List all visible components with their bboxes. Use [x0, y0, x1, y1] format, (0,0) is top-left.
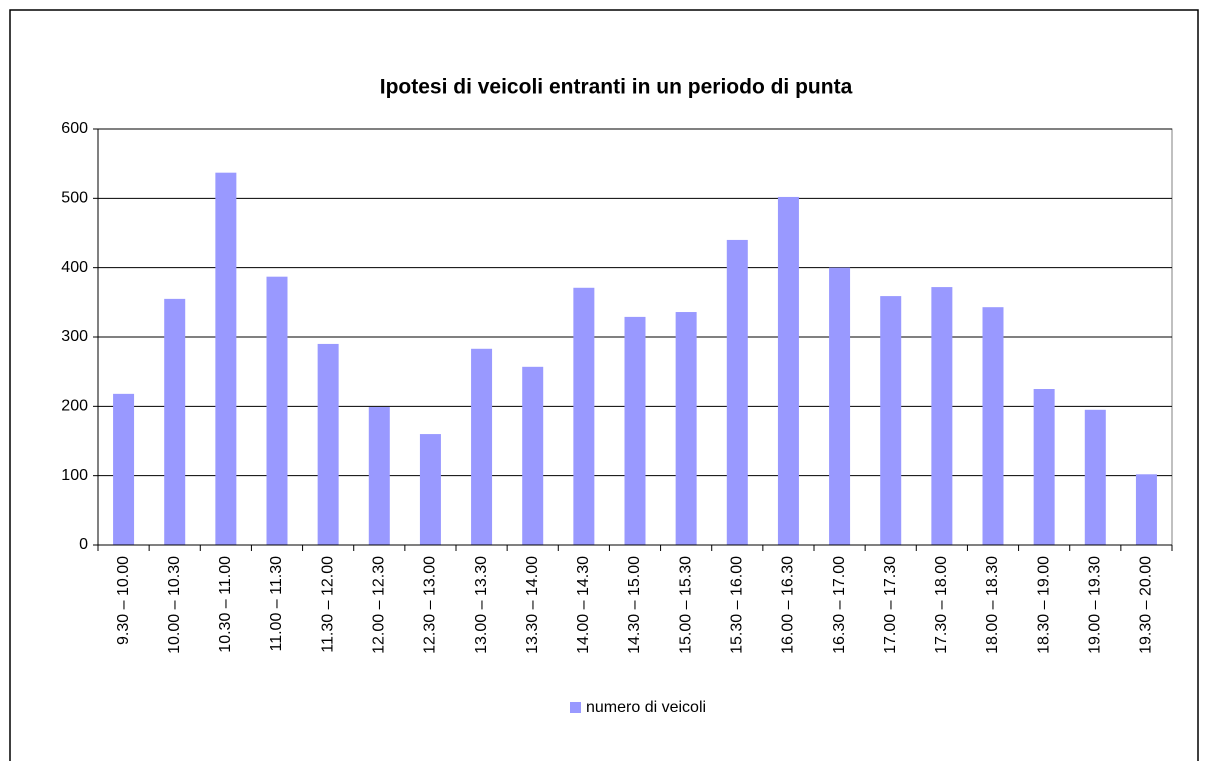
bar — [931, 287, 953, 545]
bar — [880, 296, 902, 545]
bar — [829, 267, 851, 545]
bar — [368, 407, 390, 545]
bar — [675, 312, 697, 545]
bar — [1084, 409, 1106, 545]
y-tick-label: 300 — [61, 328, 88, 345]
bar — [471, 348, 493, 545]
x-tick-label: 15.00 – 15.30 — [677, 556, 694, 654]
x-tick-label: 13.00 – 13.30 — [473, 556, 490, 654]
y-tick-label: 600 — [61, 120, 88, 137]
x-tick-label: 18.30 – 19.00 — [1035, 556, 1052, 654]
x-tick-label: 19.00 – 19.30 — [1087, 556, 1104, 654]
x-tick-label: 10.00 – 10.30 — [166, 556, 183, 654]
x-tick-label: 10.30 – 11.00 — [217, 556, 234, 653]
bar — [317, 343, 339, 545]
x-tick-label: 12.30 – 13.00 — [422, 556, 439, 654]
x-tick-label: 14.00 – 14.30 — [575, 556, 592, 654]
x-tick-label: 14.30 – 15.00 — [626, 556, 643, 654]
legend-swatch — [570, 702, 581, 713]
x-tick-label: 17.00 – 17.30 — [882, 556, 899, 654]
bar — [1033, 389, 1055, 545]
chart-frame — [9, 9, 1199, 761]
legend-label: numero di veicoli — [586, 699, 706, 716]
bar — [522, 366, 544, 545]
chart-title: Ipotesi di veicoli entranti in un period… — [380, 76, 853, 99]
x-tick-label: 13.30 – 14.00 — [524, 556, 541, 654]
bar — [164, 298, 186, 545]
x-tick-label: 16.30 – 17.00 — [831, 556, 848, 654]
y-tick-label: 0 — [79, 536, 88, 553]
bar — [726, 239, 748, 545]
x-tick-label: 11.00 – 11.30 — [268, 556, 285, 652]
bar — [982, 307, 1004, 545]
y-tick-label: 200 — [61, 398, 88, 415]
bar — [624, 316, 646, 545]
bar — [573, 287, 595, 545]
x-tick-label: 12.00 – 12.30 — [371, 556, 388, 654]
bar — [215, 172, 237, 545]
bar — [1135, 474, 1157, 545]
x-tick-label: 9.30 – 10.00 — [115, 556, 132, 645]
x-tick-label: 17.30 – 18.00 — [933, 556, 950, 654]
x-tick-label: 18.00 – 18.30 — [984, 556, 1001, 654]
y-tick-label: 400 — [61, 259, 88, 276]
bar — [113, 393, 135, 545]
bar — [266, 276, 288, 545]
bar — [777, 196, 799, 546]
y-tick-label: 500 — [61, 190, 88, 207]
y-tick-label: 100 — [61, 467, 88, 484]
x-tick-label: 19.30 – 20.00 — [1138, 556, 1155, 654]
x-tick-label: 16.00 – 16.30 — [780, 556, 797, 654]
bar — [419, 434, 441, 545]
x-tick-label: 11.30 – 12.00 — [319, 556, 336, 653]
x-tick-label: 15.30 – 16.00 — [729, 556, 746, 654]
